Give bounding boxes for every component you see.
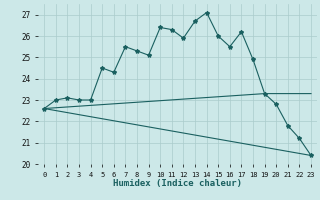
X-axis label: Humidex (Indice chaleur): Humidex (Indice chaleur) bbox=[113, 179, 242, 188]
